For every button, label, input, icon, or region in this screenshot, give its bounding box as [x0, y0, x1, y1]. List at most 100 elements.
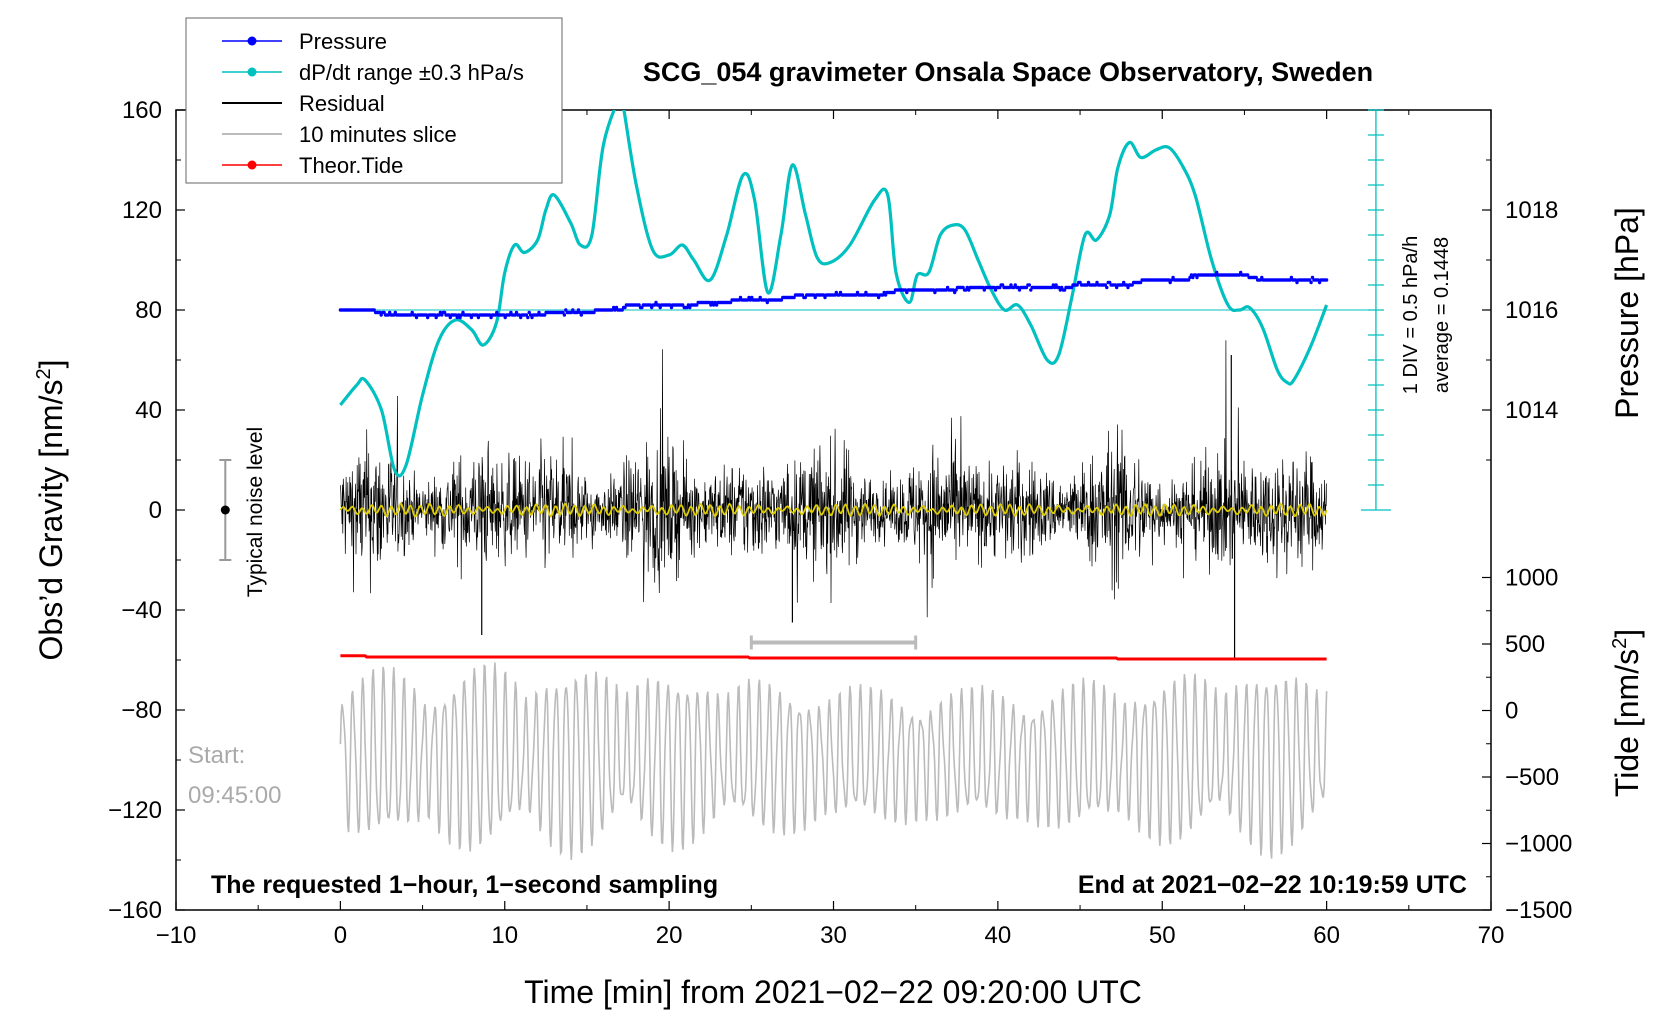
- pressure-point: [961, 285, 965, 290]
- tide-tick-label: 1000: [1505, 565, 1558, 592]
- pressure-point: [569, 310, 574, 315]
- pressure-point: [434, 315, 438, 320]
- pressure-point: [1246, 273, 1250, 277]
- pressure-point: [579, 313, 583, 317]
- pressure-point: [527, 310, 531, 315]
- pressure-point: [1120, 283, 1125, 287]
- pressure-point: [614, 305, 619, 310]
- pressure-point: [392, 313, 396, 317]
- pressure-point: [379, 313, 383, 317]
- y-tick-label: −120: [108, 797, 162, 824]
- pressure-point: [454, 313, 458, 317]
- pressure-point: [476, 315, 481, 320]
- pressure-point: [1053, 285, 1057, 290]
- pressure-point: [561, 310, 565, 315]
- pressure-point: [1293, 278, 1298, 282]
- pressure-point: [650, 305, 654, 310]
- pressure-point: [1115, 285, 1119, 290]
- pressure-point: [388, 310, 392, 315]
- pressure-point: [488, 313, 492, 317]
- legend-label: 10 minutes slice: [299, 122, 457, 147]
- pressure-point: [779, 298, 784, 302]
- pressure-point: [1124, 283, 1129, 287]
- pressure-point: [1103, 283, 1108, 287]
- pressure-point: [426, 315, 430, 320]
- y-tick-label: −160: [108, 897, 162, 924]
- pressure-point: [1195, 275, 1199, 280]
- pressure-series: [338, 270, 1329, 320]
- legend-label: Residual: [299, 91, 385, 116]
- pressure-point: [757, 298, 761, 302]
- pressure-point: [1308, 278, 1312, 282]
- pressure-point: [876, 295, 881, 300]
- pressure-point: [688, 305, 692, 310]
- pressure-point: [1051, 283, 1056, 287]
- pressure-point: [1012, 285, 1016, 290]
- pressure-point: [1288, 278, 1292, 282]
- pressure-point: [1029, 288, 1033, 292]
- theor-tide-line: [340, 654, 1327, 661]
- pressure-point: [1009, 283, 1013, 287]
- pressure-point: [409, 313, 413, 317]
- pressure-point: [623, 305, 627, 310]
- pressure-point: [1013, 283, 1017, 287]
- pressure-point: [393, 310, 397, 315]
- pressure-point: [578, 310, 582, 315]
- tide-tick-label: 500: [1505, 631, 1545, 658]
- left-axis-label: Obs’d Gravity [nm/s2]: [33, 360, 69, 661]
- pressure-point: [710, 300, 714, 305]
- pressure-point: [1054, 283, 1058, 287]
- tide-tick-label: 0: [1505, 698, 1518, 725]
- dpdt-line: [339, 110, 1329, 478]
- pressure-point: [459, 313, 464, 317]
- pressure-point: [537, 310, 541, 315]
- pressure-point: [503, 315, 507, 320]
- pressure-point: [652, 303, 657, 307]
- pressure-point: [455, 315, 459, 320]
- pressure-point: [737, 298, 741, 302]
- pressure-point: [468, 313, 472, 317]
- pressure-tick-label: 1018: [1505, 197, 1558, 224]
- x-tick-label: 40: [985, 922, 1012, 949]
- pressure-point: [1000, 283, 1005, 287]
- pressure-point: [571, 308, 575, 312]
- pressure-point: [438, 310, 443, 315]
- pressure-point: [738, 295, 743, 300]
- pressure-point: [575, 310, 579, 315]
- pressure-point: [640, 305, 644, 310]
- pressure-point: [954, 288, 958, 292]
- y-tick-label: 120: [122, 197, 162, 224]
- pressure-point: [964, 288, 968, 292]
- x-tick-label: 30: [820, 922, 847, 949]
- pressure-point: [714, 303, 719, 307]
- pressure-point: [1095, 280, 1099, 285]
- pressure-point: [457, 313, 461, 317]
- pressure-point: [750, 295, 754, 300]
- pressure-point: [1085, 283, 1089, 287]
- pressure-point: [748, 298, 753, 302]
- y-tick-label: 0: [149, 497, 162, 524]
- y-tick-label: −40: [121, 597, 162, 624]
- pressure-point: [469, 315, 474, 320]
- x-tick-label: 70: [1478, 922, 1505, 949]
- pressure-point: [514, 310, 519, 315]
- pressure-point: [513, 313, 517, 317]
- pressure-point: [1105, 285, 1109, 290]
- pressure-point: [1310, 275, 1315, 280]
- pressure-point: [1167, 278, 1171, 282]
- pressure-point: [993, 288, 998, 292]
- pressure-point: [517, 313, 521, 317]
- pressure-point: [1260, 275, 1264, 280]
- pressure-point: [882, 290, 886, 295]
- pressure-point: [944, 288, 948, 292]
- pressure-point: [1171, 275, 1175, 280]
- pressure-point: [764, 298, 768, 302]
- pressure-point: [458, 315, 462, 320]
- start-time: 09:45:00: [188, 782, 281, 809]
- pressure-point: [1309, 280, 1313, 285]
- pressure-point: [707, 300, 712, 305]
- pressure-point: [530, 315, 534, 320]
- pressure-point: [669, 305, 674, 310]
- pressure-point: [489, 315, 493, 320]
- pressure-point: [945, 285, 950, 290]
